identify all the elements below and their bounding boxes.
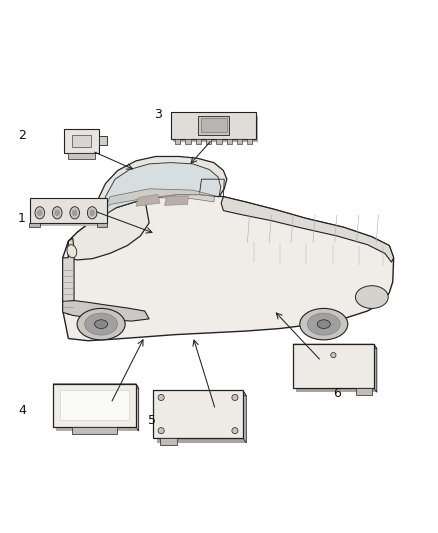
Polygon shape — [136, 384, 139, 431]
Polygon shape — [97, 223, 107, 227]
Ellipse shape — [158, 427, 164, 434]
Ellipse shape — [317, 320, 330, 328]
Ellipse shape — [77, 309, 125, 340]
Text: 4: 4 — [18, 404, 26, 417]
Polygon shape — [243, 391, 246, 443]
Polygon shape — [175, 139, 180, 144]
Polygon shape — [226, 139, 232, 144]
Ellipse shape — [356, 286, 388, 309]
Polygon shape — [99, 136, 107, 145]
Polygon shape — [60, 391, 130, 420]
Polygon shape — [63, 195, 394, 341]
Polygon shape — [293, 344, 377, 349]
Polygon shape — [72, 427, 117, 434]
Ellipse shape — [95, 320, 108, 328]
Polygon shape — [101, 163, 221, 217]
Polygon shape — [164, 196, 188, 205]
Polygon shape — [201, 118, 227, 133]
Ellipse shape — [307, 313, 340, 335]
Polygon shape — [296, 349, 377, 392]
Polygon shape — [64, 129, 99, 153]
Polygon shape — [32, 200, 108, 226]
Polygon shape — [185, 139, 191, 144]
Polygon shape — [68, 199, 149, 260]
Polygon shape — [237, 139, 242, 144]
Polygon shape — [153, 391, 243, 438]
Polygon shape — [30, 198, 106, 223]
Text: 3: 3 — [154, 108, 162, 121]
Text: 2: 2 — [18, 129, 26, 142]
Ellipse shape — [53, 207, 62, 219]
Polygon shape — [29, 223, 40, 227]
Ellipse shape — [55, 210, 60, 216]
Polygon shape — [56, 389, 139, 431]
Ellipse shape — [232, 427, 238, 434]
Polygon shape — [63, 238, 74, 314]
Ellipse shape — [70, 207, 80, 219]
Text: 5: 5 — [148, 414, 156, 427]
Polygon shape — [106, 189, 215, 210]
Polygon shape — [206, 139, 211, 144]
Polygon shape — [216, 139, 222, 144]
Polygon shape — [173, 116, 258, 142]
Ellipse shape — [331, 352, 336, 358]
Polygon shape — [160, 438, 177, 445]
Ellipse shape — [158, 394, 164, 400]
Ellipse shape — [35, 207, 45, 219]
Polygon shape — [53, 384, 136, 427]
Polygon shape — [357, 388, 371, 395]
Polygon shape — [198, 116, 229, 135]
Polygon shape — [153, 391, 246, 395]
Polygon shape — [136, 195, 160, 206]
Polygon shape — [92, 157, 227, 221]
Ellipse shape — [85, 313, 117, 335]
Polygon shape — [374, 344, 377, 392]
Text: 1: 1 — [18, 212, 26, 225]
Polygon shape — [68, 153, 95, 159]
Polygon shape — [171, 112, 256, 139]
Ellipse shape — [87, 207, 97, 219]
Polygon shape — [247, 139, 252, 144]
Ellipse shape — [38, 210, 42, 216]
Ellipse shape — [73, 210, 77, 216]
Ellipse shape — [232, 394, 238, 400]
Polygon shape — [53, 384, 139, 389]
Ellipse shape — [67, 245, 77, 257]
Ellipse shape — [300, 309, 348, 340]
Polygon shape — [72, 135, 91, 147]
Polygon shape — [221, 197, 394, 262]
Polygon shape — [293, 344, 374, 388]
Ellipse shape — [90, 210, 94, 216]
Polygon shape — [196, 139, 201, 144]
Text: 6: 6 — [333, 387, 341, 400]
Polygon shape — [63, 301, 149, 321]
Polygon shape — [157, 395, 246, 443]
